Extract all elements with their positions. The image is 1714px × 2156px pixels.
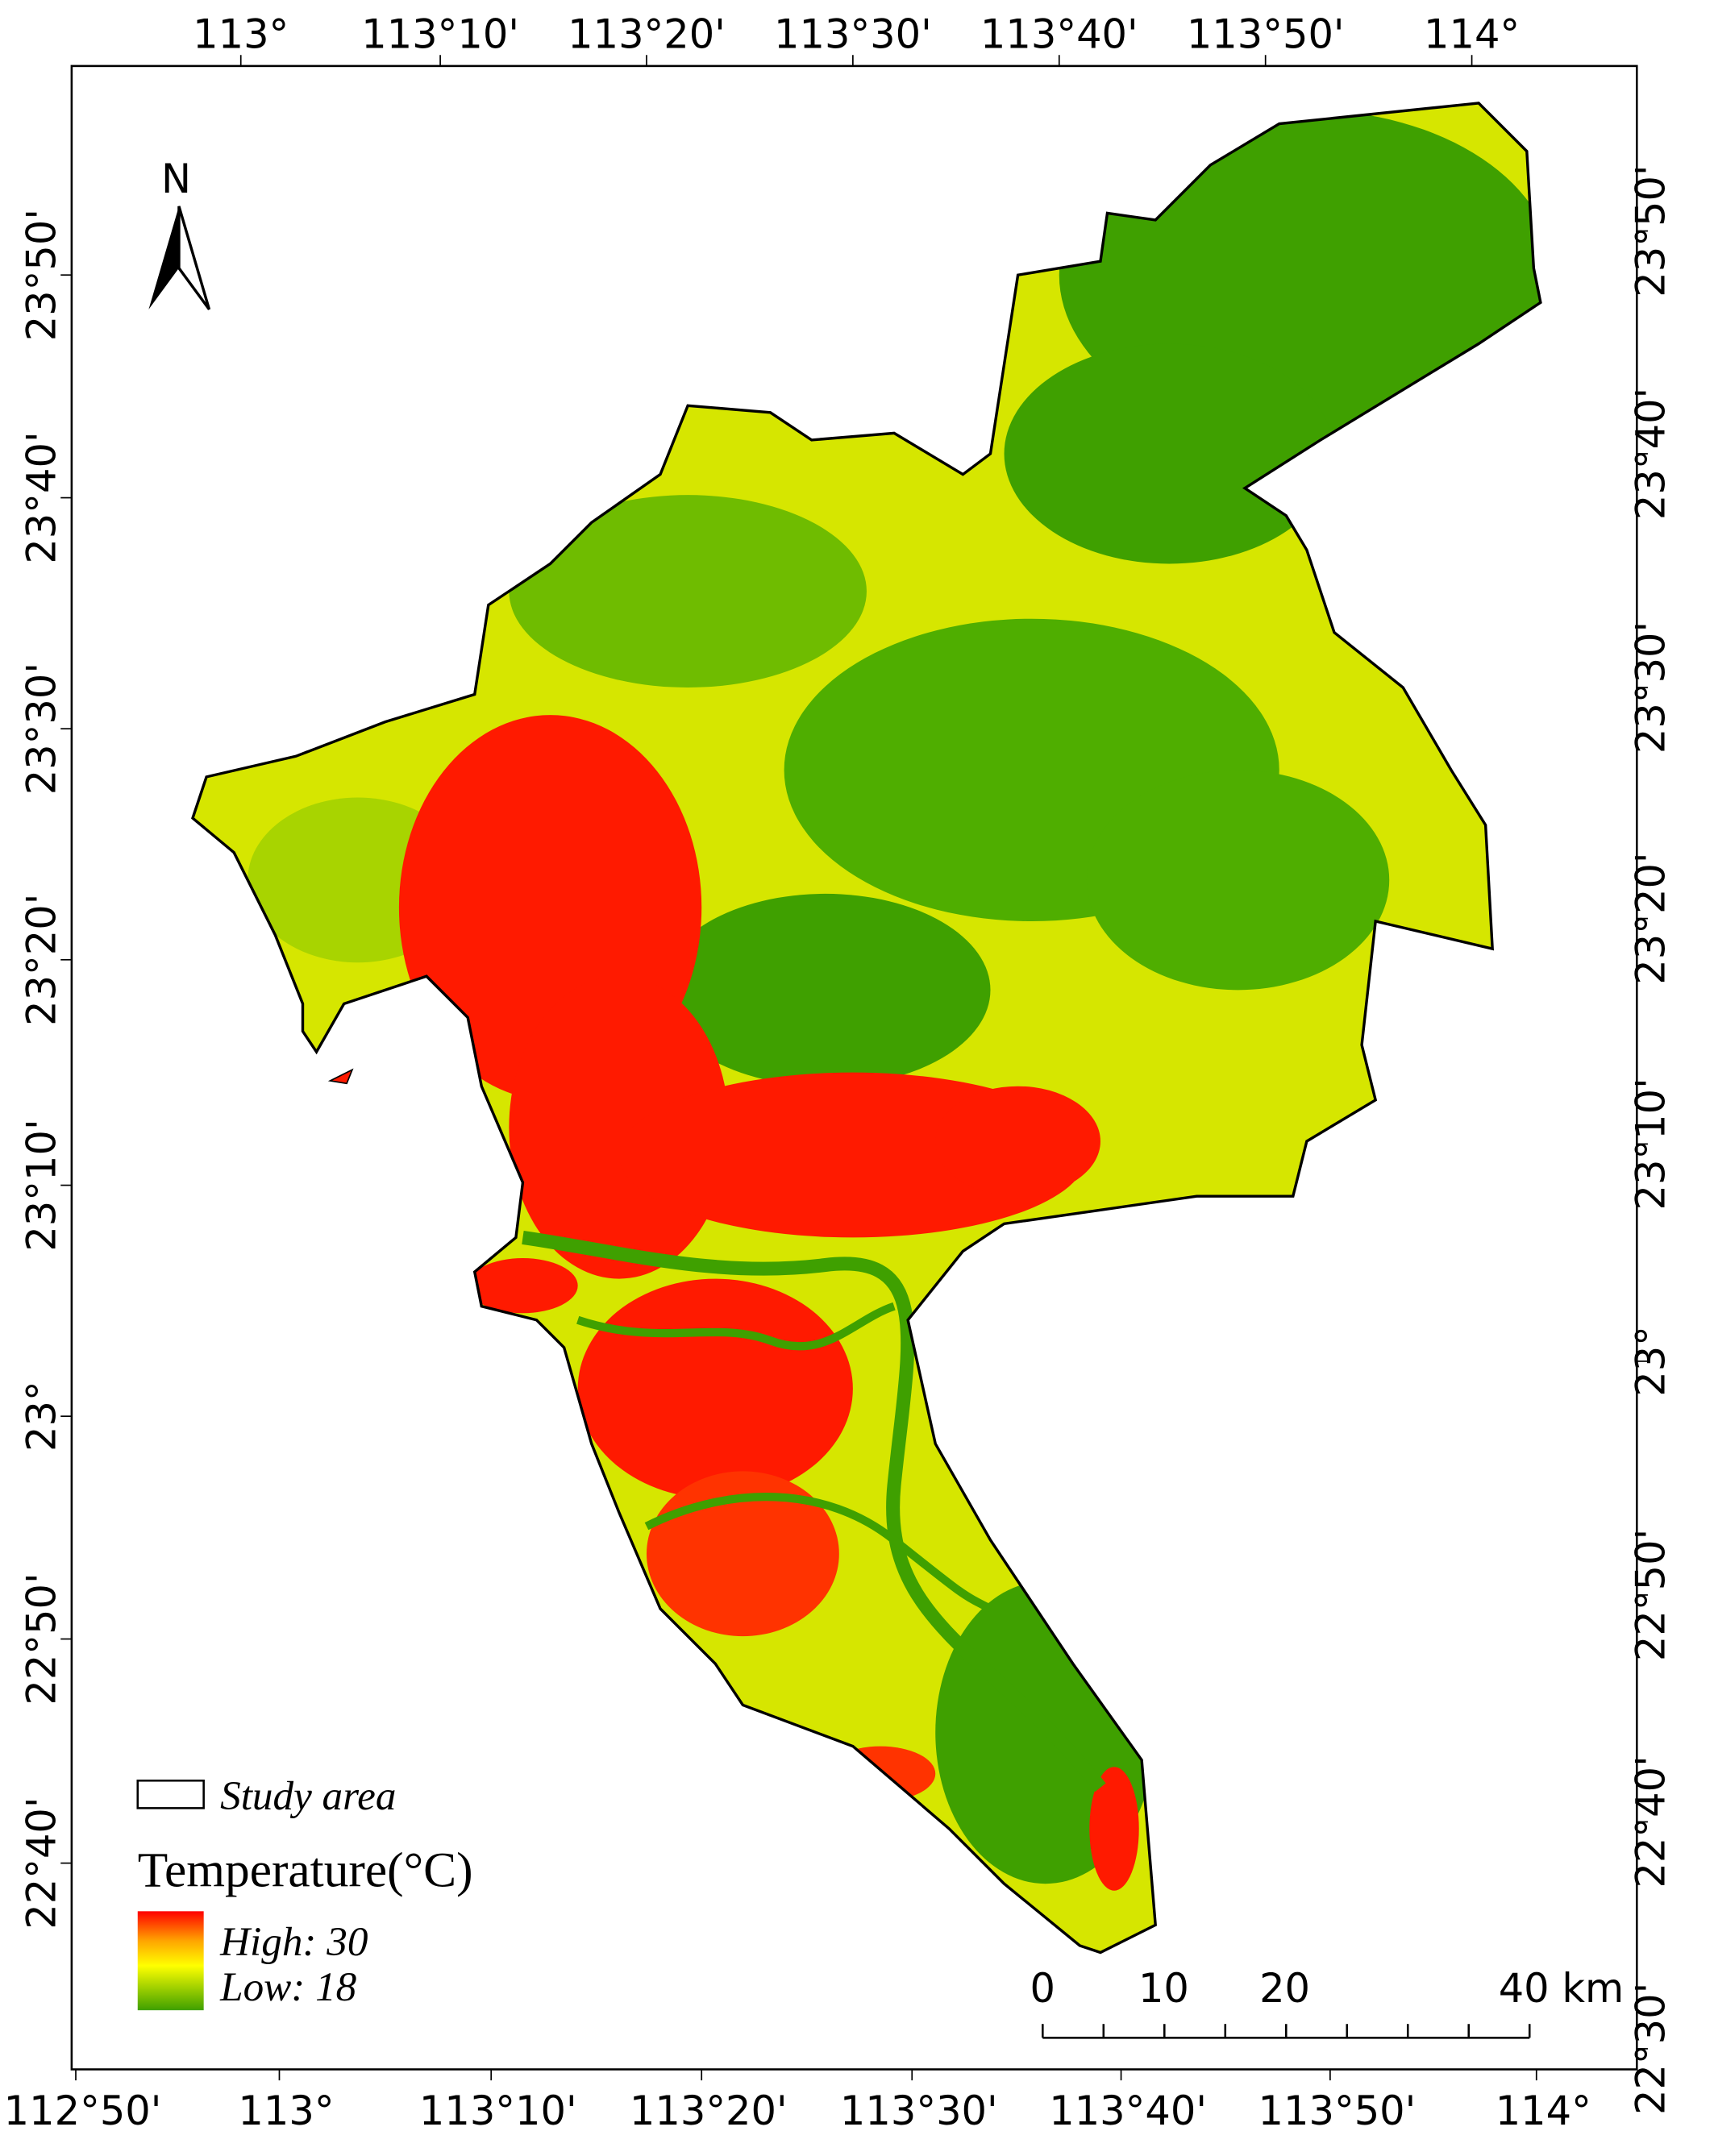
right-coordinate-label: 23°50' bbox=[1627, 164, 1674, 297]
bottom-coordinate-label: 113°20' bbox=[630, 2087, 788, 2134]
island bbox=[327, 1068, 354, 1085]
north-label: N bbox=[161, 156, 191, 202]
left-coordinate-label: 22°40' bbox=[18, 1797, 64, 1930]
legend-gradient bbox=[137, 1911, 204, 2011]
bottom-coordinate-label: 113°40' bbox=[1049, 2087, 1207, 2134]
left-coordinate-label: 22°50' bbox=[18, 1572, 64, 1705]
top-coordinate-label: 113°30' bbox=[774, 11, 932, 58]
map-frame bbox=[70, 64, 1638, 2071]
north-arrow bbox=[148, 206, 211, 310]
right-coordinate-label: 23°40' bbox=[1627, 388, 1674, 520]
left-coordinate-label: 23°30' bbox=[18, 663, 64, 795]
legend-study-area-symbol bbox=[136, 1779, 205, 1809]
right-coordinate-label: 22°30' bbox=[1627, 1983, 1674, 2115]
top-coordinate-label: 113°10' bbox=[361, 11, 519, 58]
right-coordinate-label: 23°30' bbox=[1627, 621, 1674, 754]
top-coordinate-label: 113°40' bbox=[980, 11, 1138, 58]
scale-bar bbox=[1042, 2024, 1531, 2039]
right-coordinate-label: 23° bbox=[1627, 1326, 1674, 1397]
top-coordinate-label: 113° bbox=[193, 11, 289, 58]
legend-high: High: 30 bbox=[219, 1919, 368, 1965]
legend-title: Temperature(°C) bbox=[138, 1843, 473, 1898]
right-coordinate-label: 22°50' bbox=[1627, 1529, 1674, 1661]
bottom-coordinate-label: 112°50' bbox=[4, 2087, 162, 2134]
top-coordinate-label: 113°50' bbox=[1187, 11, 1345, 58]
temperature-raster bbox=[193, 102, 1541, 1953]
scale-label: 0 bbox=[1030, 1965, 1055, 2012]
legend-low: Low: 18 bbox=[219, 1964, 356, 2010]
left-coordinate-label: 23°50' bbox=[18, 209, 64, 341]
left-coordinate-label: 23°40' bbox=[18, 431, 64, 563]
bottom-coordinate-label: 114° bbox=[1496, 2087, 1591, 2134]
scale-label: 10 bbox=[1138, 1965, 1189, 2012]
bottom-coordinate-label: 113°30' bbox=[840, 2087, 998, 2134]
right-coordinate-label: 22°40' bbox=[1627, 1755, 1674, 1888]
top-coordinate-label: 114° bbox=[1424, 11, 1520, 58]
left-coordinate-label: 23°20' bbox=[18, 894, 64, 1026]
scale-label: 40 km bbox=[1499, 1965, 1625, 2012]
scale-label: 20 bbox=[1259, 1965, 1310, 2012]
top-coordinate-label: 113°20' bbox=[568, 11, 726, 58]
bottom-coordinate-label: 113°10' bbox=[419, 2087, 577, 2134]
right-coordinate-label: 23°10' bbox=[1627, 1078, 1674, 1210]
left-coordinate-label: 23°10' bbox=[18, 1119, 64, 1251]
right-coordinate-label: 23°20' bbox=[1627, 852, 1674, 984]
legend-study-area: Study area bbox=[220, 1773, 396, 1819]
bottom-coordinate-label: 113°50' bbox=[1258, 2087, 1417, 2134]
left-coordinate-label: 23° bbox=[18, 1381, 64, 1452]
bottom-coordinate-label: 113° bbox=[238, 2087, 334, 2134]
